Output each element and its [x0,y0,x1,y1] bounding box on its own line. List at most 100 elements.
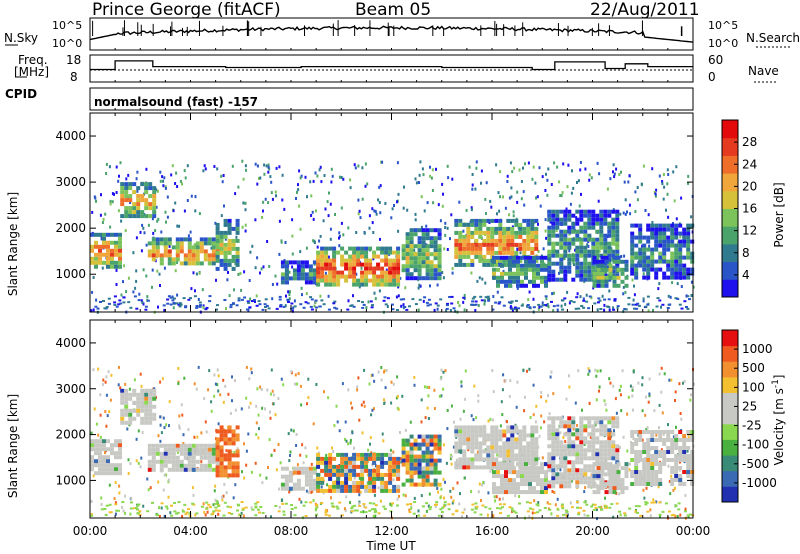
power-cell [316,258,321,263]
power-cell [526,222,531,227]
power-cell [357,300,361,302]
velocity-cell [187,428,190,432]
power-cell [383,296,387,299]
power-cell [686,223,691,228]
power-cell [152,231,155,235]
power-cell [429,260,434,265]
velocity-cell [195,467,200,472]
velocity-cell [250,470,253,474]
power-cell [135,177,138,181]
power-cell [151,237,156,242]
power-cell [388,246,393,251]
power-cell [606,187,609,191]
velocity-cell [140,420,145,425]
power-cell [496,275,500,280]
velocity-cell [167,480,170,484]
power-cell [579,265,584,270]
power-cell [388,278,393,283]
velocity-cell [571,448,576,453]
velocity-cell [668,378,671,382]
velocity-cell [674,478,679,482]
power-cell [478,276,481,280]
velocity-cell [308,474,313,479]
velocity-cell [213,373,216,377]
velocity-cell [680,417,683,421]
power-cell [278,252,281,256]
velocity-cell [409,478,414,483]
power-cell [316,266,321,271]
velocity-cell [454,465,459,470]
power-cell [123,264,126,268]
velocity-cell [591,436,596,441]
power-cell [585,300,589,303]
velocity-cell [110,471,114,476]
velocity-cell [392,468,397,473]
power-cell [147,253,152,258]
power-cell [559,245,564,250]
velocity-cell [583,442,586,446]
velocity-cell [304,478,309,483]
power-cell [588,178,591,182]
velocity-cell [676,515,679,518]
power-cell [504,279,508,284]
power-cell [668,303,672,306]
velocity-cell [358,493,361,497]
power-cell [457,301,460,304]
power-cell [587,225,592,230]
velocity-cell [674,462,679,466]
power-cell [512,263,516,268]
velocity-cell [490,457,495,462]
velocity-cell [526,369,528,373]
velocity-cell [579,476,584,481]
velocity-cell [245,463,248,467]
velocity-cell [176,450,179,454]
power-cell [127,301,131,304]
velocity-cell [494,425,499,430]
velocity-cell [199,463,204,468]
velocity-cell [147,451,152,456]
velocity-cell [451,501,454,505]
velocity-cell [437,442,442,447]
power-cell [559,261,564,266]
velocity-cell [344,472,349,477]
velocity-cell [390,380,393,384]
velocity-cell [167,467,172,472]
velocity-cell [642,430,647,434]
power-cell [580,305,584,307]
power-cell [638,263,643,268]
velocity-cell [380,452,385,457]
velocity-cell [551,444,556,449]
power-cell [607,306,611,308]
power-cell [194,209,197,213]
velocity-cell [500,474,504,479]
power-cell [228,294,231,298]
power-cell [546,303,549,306]
power-cell [658,255,663,260]
power-cell [306,195,308,199]
power-cell [604,259,609,264]
velocity-cell [682,381,684,385]
velocity-cell [634,462,639,466]
velocity-cell [106,414,109,418]
power-cell [579,273,584,278]
velocity-cell [555,476,560,481]
power-cell [555,253,560,258]
power-cell [333,300,337,303]
power-cell [634,223,639,228]
power-cell [284,268,289,273]
power-cell [591,253,596,258]
velocity-cell [421,474,426,479]
velocity-cell [666,434,671,438]
velocity-cell [577,511,581,514]
velocity-cell [324,468,329,473]
power-cell [506,180,509,183]
power-cell [445,307,449,310]
power-cell [611,209,616,214]
power-cell [670,243,675,248]
velocity-cell [634,482,639,486]
power-cell [191,257,196,262]
velocity-cell [478,445,483,450]
power-cell [316,282,321,287]
velocity-cell [215,449,220,454]
velocity-cell [191,447,196,452]
